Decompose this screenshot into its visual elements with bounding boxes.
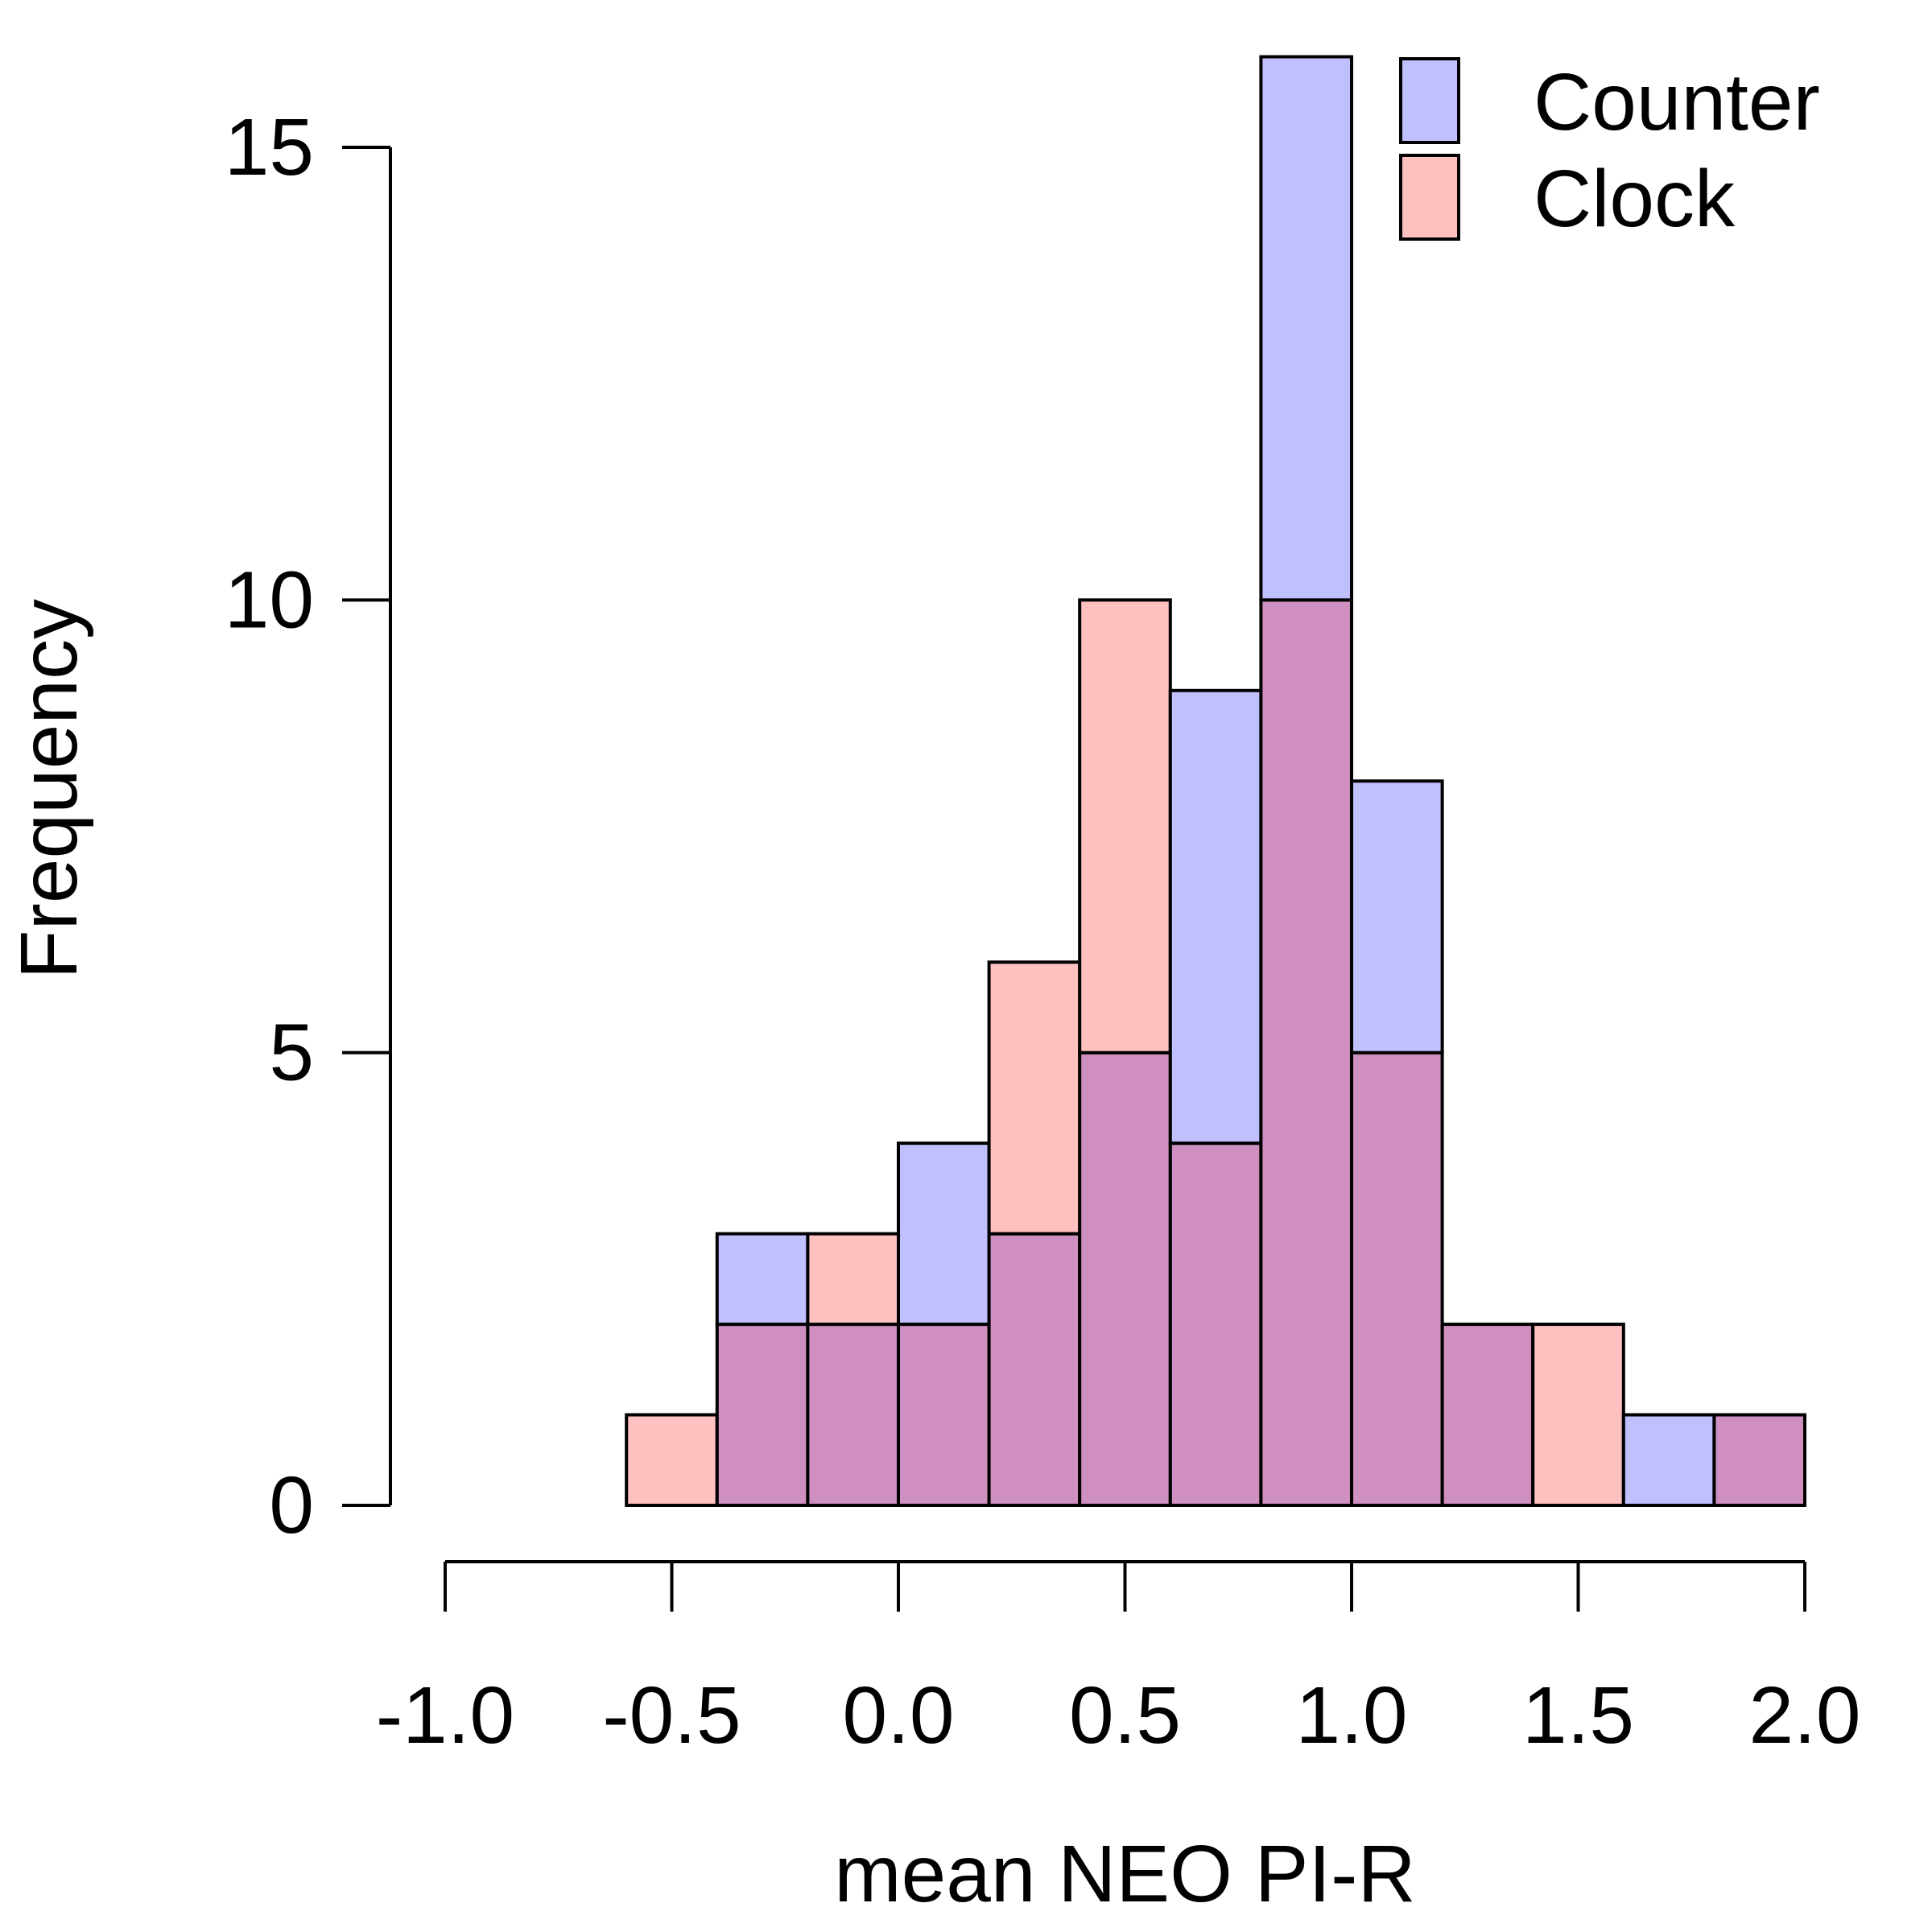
x-tick-label: 0.5 bbox=[1069, 1670, 1181, 1761]
legend-label-clock: Clock bbox=[1534, 154, 1736, 244]
bar-counter bbox=[897, 1141, 991, 1327]
bar-clock bbox=[806, 1232, 901, 1327]
plot-area bbox=[625, 55, 1806, 1507]
bar-overlap bbox=[806, 1323, 901, 1507]
bar-overlap bbox=[1350, 1051, 1444, 1507]
y-tick-label: 10 bbox=[225, 555, 314, 645]
y-axis-title: Frequency bbox=[4, 599, 94, 979]
bar-counter bbox=[715, 1232, 810, 1327]
x-axis: -1.0 -0.5 0.0 0.5 1.0 1.5 2.0 bbox=[376, 1560, 1861, 1761]
bars bbox=[625, 55, 1806, 1507]
bar-overlap bbox=[1168, 1141, 1263, 1507]
x-tick-label: 1.5 bbox=[1522, 1670, 1634, 1761]
bar-overlap bbox=[987, 1232, 1082, 1507]
x-tick-label: 1.0 bbox=[1295, 1670, 1407, 1761]
x-tick-label: 0.0 bbox=[842, 1670, 954, 1761]
bar-counter bbox=[1259, 55, 1354, 602]
y-tick-label: 5 bbox=[269, 1008, 314, 1098]
bar-counter bbox=[1168, 688, 1263, 1146]
bar-clock bbox=[1531, 1323, 1625, 1507]
bar-clock bbox=[625, 1413, 719, 1507]
x-tick-label: -1.0 bbox=[376, 1670, 514, 1761]
legend-label-counter: Counter bbox=[1534, 57, 1820, 147]
bar-clock bbox=[987, 960, 1082, 1236]
y-tick-label: 0 bbox=[269, 1460, 314, 1550]
bar-overlap bbox=[1712, 1413, 1806, 1507]
bar-counter bbox=[1350, 779, 1444, 1055]
bar-counter bbox=[1621, 1413, 1716, 1507]
bar-overlap bbox=[1259, 598, 1354, 1507]
y-tick-label: 15 bbox=[225, 102, 314, 192]
x-axis-title: mean NEO PI-R bbox=[834, 1829, 1415, 1919]
bar-overlap bbox=[897, 1323, 991, 1507]
x-tick-label: 2.0 bbox=[1748, 1670, 1860, 1761]
x-tick-label: -0.5 bbox=[602, 1670, 741, 1761]
legend-swatch-clock bbox=[1399, 154, 1460, 241]
bar-overlap bbox=[1078, 1051, 1172, 1507]
legend-swatch-counter bbox=[1399, 57, 1460, 144]
y-axis: 0 5 10 15 bbox=[225, 102, 392, 1550]
bar-clock bbox=[1078, 598, 1172, 1055]
bar-overlap bbox=[1440, 1323, 1535, 1507]
bar-overlap bbox=[715, 1323, 810, 1507]
